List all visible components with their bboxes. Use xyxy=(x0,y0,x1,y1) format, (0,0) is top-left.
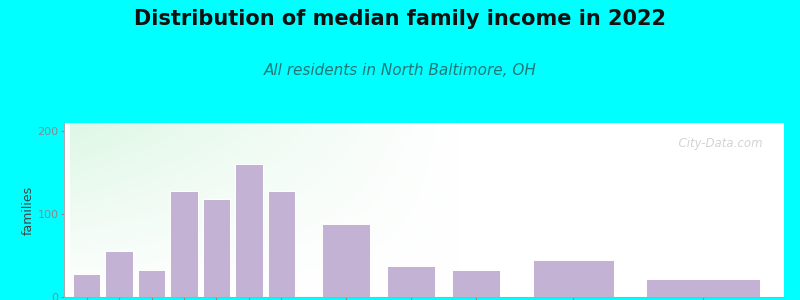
Bar xyxy=(106,251,133,297)
Bar xyxy=(170,191,198,297)
Bar xyxy=(138,271,166,297)
Text: City-Data.com: City-Data.com xyxy=(670,137,762,150)
Bar xyxy=(322,224,370,297)
Bar xyxy=(646,279,760,297)
Bar xyxy=(73,274,101,297)
Y-axis label: families: families xyxy=(22,185,34,235)
Bar xyxy=(267,191,295,297)
Bar xyxy=(451,271,500,297)
Text: All residents in North Baltimore, OH: All residents in North Baltimore, OH xyxy=(263,63,537,78)
Bar xyxy=(533,260,614,297)
Bar xyxy=(202,199,230,297)
Bar xyxy=(386,266,435,297)
Text: Distribution of median family income in 2022: Distribution of median family income in … xyxy=(134,9,666,29)
Bar xyxy=(235,164,262,297)
